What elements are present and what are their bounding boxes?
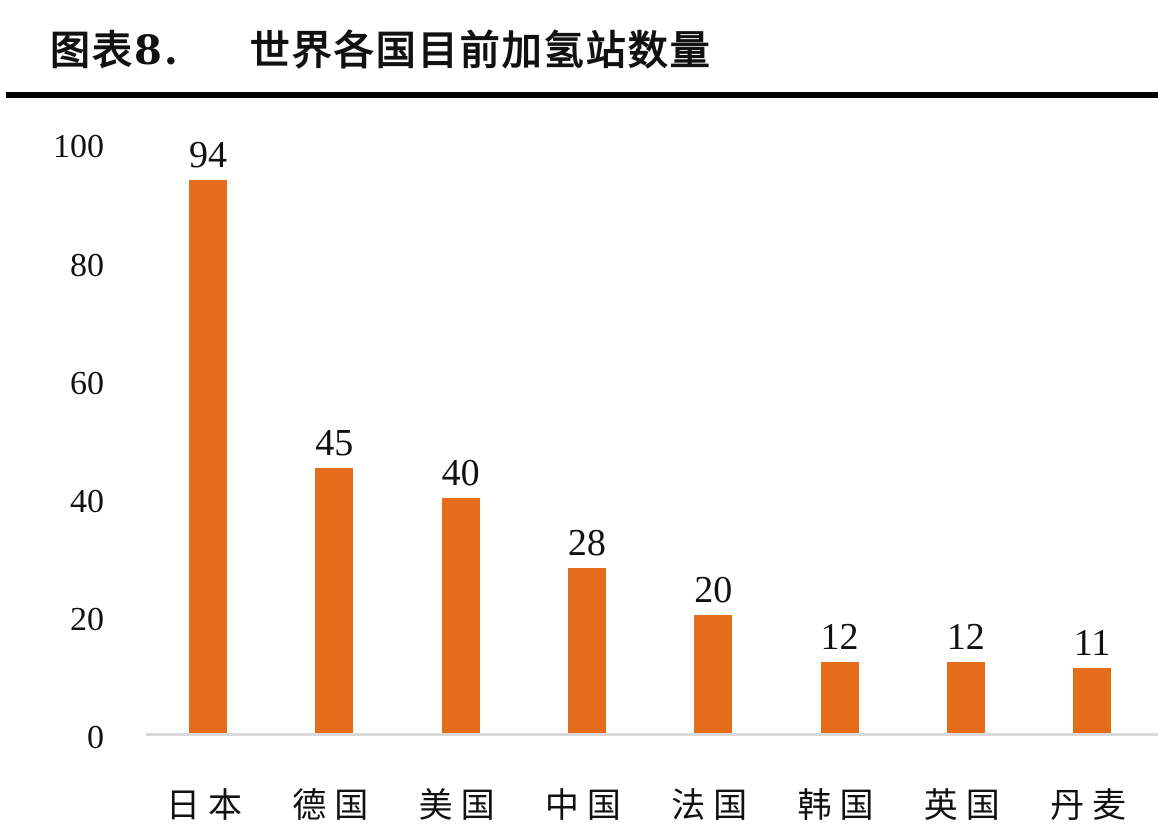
bar-china [567, 568, 606, 733]
bar-usa [441, 497, 480, 733]
x-label-uk: 英国 [923, 786, 1008, 826]
bar-korea [820, 662, 859, 733]
y-tick-0: 0 [87, 719, 104, 756]
x-label-denmark: 丹麦 [1050, 786, 1135, 826]
title-divider [6, 92, 1158, 98]
x-label-germany: 德国 [292, 786, 377, 826]
value-label-france: 20 [694, 569, 733, 612]
bar-germany [315, 468, 354, 733]
y-tick-80: 80 [70, 247, 104, 284]
x-axis-line [146, 733, 1158, 736]
value-label-denmark: 11 [1073, 622, 1111, 665]
value-label-uk: 12 [946, 616, 985, 659]
value-label-china: 28 [567, 522, 606, 565]
y-tick-20: 20 [70, 601, 104, 638]
x-label-japan: 日本 [166, 786, 250, 826]
x-label-usa: 美国 [418, 786, 503, 826]
bar-japan [189, 180, 227, 733]
bar-denmark [1073, 668, 1112, 733]
x-label-china: 中国 [544, 786, 629, 826]
figure-number: 图表8. [50, 27, 180, 74]
y-tick-60: 60 [70, 365, 104, 402]
chart-title: 世界各国目前加氢站数量 [249, 27, 712, 74]
y-tick-40: 40 [70, 483, 104, 520]
x-label-france: 法国 [671, 786, 756, 826]
figure-title: 图表8. 世界各国目前加氢站数量 [50, 18, 712, 76]
value-label-germany: 45 [315, 422, 354, 465]
y-tick-100: 100 [53, 128, 104, 165]
bar-france [694, 615, 733, 733]
x-label-korea: 韩国 [797, 786, 882, 826]
value-label-japan: 94 [189, 134, 227, 177]
value-label-usa: 40 [441, 451, 480, 494]
bar-uk [946, 662, 985, 733]
value-label-korea: 12 [820, 616, 859, 659]
